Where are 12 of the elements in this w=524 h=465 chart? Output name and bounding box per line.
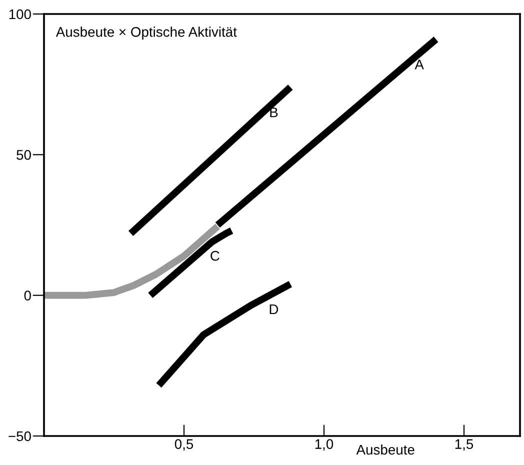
x-axis-title: Ausbeute — [356, 444, 414, 455]
series-label: A — [414, 60, 424, 70]
x-tick-label: 0,5 — [174, 439, 194, 451]
y-tick-label: 100 — [9, 9, 31, 20]
text: Ausbeute × Optische Aktivität — [56, 26, 237, 40]
y-tick-label: 0 — [24, 290, 31, 301]
x-tick-label: 1,5 — [455, 439, 474, 451]
series-label: D — [270, 304, 278, 314]
y-tick-label: −50 — [8, 431, 31, 442]
series-label: C — [210, 250, 220, 261]
y-tick-label: 50 — [16, 150, 31, 160]
x-tick-label: 1,0 — [315, 439, 334, 451]
